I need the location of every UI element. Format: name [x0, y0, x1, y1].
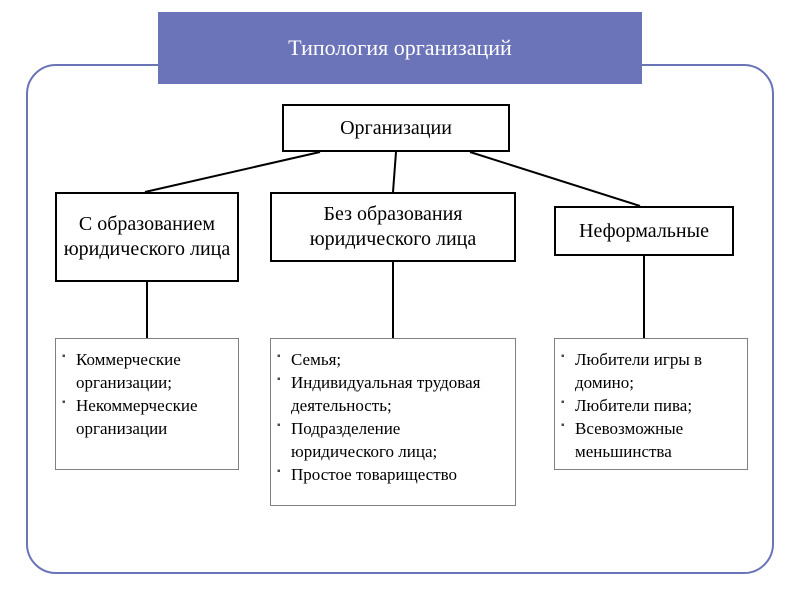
title-underline — [30, 86, 640, 89]
leaf-item: Семья; — [277, 349, 507, 372]
leaf-item: Индивидуальная трудовая деятельность; — [277, 372, 507, 418]
leaf-list: Любители игры в домино;Любители пива;Все… — [561, 349, 739, 464]
leaf-list: Семья;Индивидуальная трудовая деятельнос… — [277, 349, 507, 487]
leaf-item: Всевозможные меньшинства — [561, 418, 739, 464]
leaf-item: Коммерческие организации; — [62, 349, 230, 395]
leaf-box: Семья;Индивидуальная трудовая деятельнос… — [270, 338, 516, 506]
leaf-item: Подразделение юридического лица; — [277, 418, 507, 464]
mid-label: С образованием юридического лица — [63, 212, 231, 262]
leaf-list: Коммерческие организации;Некоммерческие … — [62, 349, 230, 441]
root-label: Организации — [340, 116, 452, 141]
leaf-item: Любители игры в домино; — [561, 349, 739, 395]
mid-node: С образованием юридического лица — [55, 192, 239, 282]
leaf-item: Некоммерческие организации — [62, 395, 230, 441]
mid-node: Без образования юридического лица — [270, 192, 516, 262]
mid-node: Неформальные — [554, 206, 734, 256]
leaf-item: Простое товарищество — [277, 464, 507, 487]
mid-label: Без образования юридического лица — [278, 202, 508, 252]
page-title: Типология организаций — [288, 35, 512, 61]
leaf-item: Любители пива; — [561, 395, 739, 418]
root-node: Организации — [282, 104, 510, 152]
title-banner: Типология организаций — [158, 12, 642, 84]
leaf-box: Коммерческие организации;Некоммерческие … — [55, 338, 239, 470]
leaf-box: Любители игры в домино;Любители пива;Все… — [554, 338, 748, 470]
mid-label: Неформальные — [579, 219, 709, 244]
